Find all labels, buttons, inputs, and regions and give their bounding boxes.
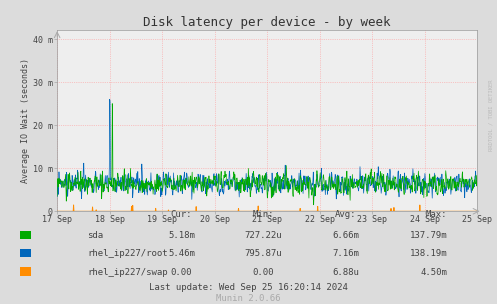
Text: 4.50m: 4.50m — [420, 268, 447, 277]
Y-axis label: Average IO Wait (seconds): Average IO Wait (seconds) — [21, 58, 30, 183]
Text: 138.19m: 138.19m — [410, 249, 447, 258]
Text: 0.00: 0.00 — [170, 268, 192, 277]
Text: Last update: Wed Sep 25 16:20:14 2024: Last update: Wed Sep 25 16:20:14 2024 — [149, 283, 348, 292]
Text: rhel_ip227/root: rhel_ip227/root — [87, 249, 167, 258]
Text: Min:: Min: — [252, 210, 274, 219]
Text: 137.79m: 137.79m — [410, 231, 447, 240]
Text: sda: sda — [87, 231, 103, 240]
Text: 5.46m: 5.46m — [168, 249, 195, 258]
Text: 5.18m: 5.18m — [168, 231, 195, 240]
Text: RRDTOOL / TOBI OETIKER: RRDTOOL / TOBI OETIKER — [489, 80, 494, 151]
Text: 7.16m: 7.16m — [332, 249, 359, 258]
Text: Munin 2.0.66: Munin 2.0.66 — [216, 294, 281, 303]
Text: rhel_ip227/swap: rhel_ip227/swap — [87, 268, 167, 277]
Text: Max:: Max: — [426, 210, 447, 219]
Text: 795.87u: 795.87u — [245, 249, 282, 258]
Text: 6.88u: 6.88u — [332, 268, 359, 277]
Text: 0.00: 0.00 — [252, 268, 274, 277]
Text: Cur:: Cur: — [170, 210, 192, 219]
Title: Disk latency per device - by week: Disk latency per device - by week — [144, 16, 391, 29]
Text: 727.22u: 727.22u — [245, 231, 282, 240]
Text: Avg:: Avg: — [334, 210, 356, 219]
Text: 6.66m: 6.66m — [332, 231, 359, 240]
